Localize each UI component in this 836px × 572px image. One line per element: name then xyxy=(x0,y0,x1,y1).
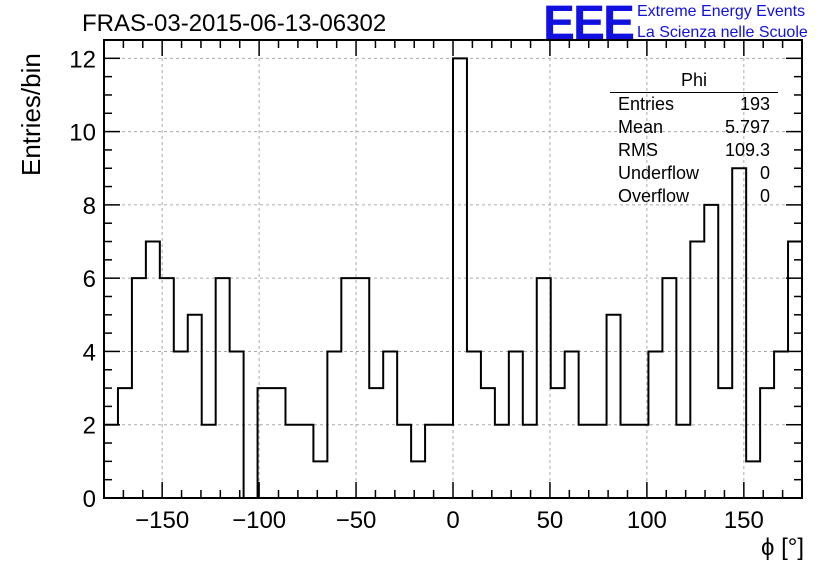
logo-line-1: Extreme Energy Events xyxy=(637,3,806,20)
logo-line-2: La Scienza nelle Scuole xyxy=(637,24,808,41)
chart-title: FRAS-03-2015-06-13-06302 xyxy=(82,10,387,37)
stats-label: RMS xyxy=(618,140,658,160)
stats-row-mean: Mean 5.797 xyxy=(610,116,778,139)
stats-box: Phi Entries 193 Mean 5.797 RMS 109.3 Und… xyxy=(610,70,778,208)
stats-value: 193 xyxy=(739,94,770,114)
x-tick-label: 0 xyxy=(446,507,459,534)
stats-label: Mean xyxy=(618,117,664,137)
y-tick-label: 10 xyxy=(69,120,96,147)
stats-label: Overflow xyxy=(618,186,690,206)
axis-ticks xyxy=(104,39,802,499)
stats-value: 109.3 xyxy=(724,140,770,160)
y-tick-label: 2 xyxy=(83,413,96,440)
stats-title: Phi xyxy=(610,70,778,93)
stats-row-entries: Entries 193 xyxy=(610,93,778,116)
stats-value: 5.797 xyxy=(724,117,770,137)
y-tick-label: 0 xyxy=(83,486,96,513)
y-axis-label: Entries/bin xyxy=(16,53,46,176)
stats-row-overflow: Overflow 0 xyxy=(610,185,778,208)
y-tick-label: 8 xyxy=(83,193,96,220)
x-tick-label: −50 xyxy=(336,507,377,534)
y-tick-label: 6 xyxy=(83,266,96,293)
y-tick-label: 12 xyxy=(69,46,96,73)
stats-row-rms: RMS 109.3 xyxy=(610,139,778,162)
stats-value: 0 xyxy=(759,163,770,183)
stats-row-underflow: Underflow 0 xyxy=(610,162,778,185)
tick-labels: −150 −100 −50 0 50 100 150 0 2 4 6 8 10 12 xyxy=(69,46,764,534)
x-tick-label: 150 xyxy=(724,507,764,534)
stats-value: 0 xyxy=(759,186,770,206)
x-axis-label: ϕ [°] xyxy=(760,534,804,561)
x-tick-label: −150 xyxy=(135,507,189,534)
stats-label: Entries xyxy=(618,94,675,114)
x-tick-label: −100 xyxy=(232,507,286,534)
eee-logo: EEE xyxy=(543,0,635,50)
x-tick-label: 50 xyxy=(537,507,564,534)
histogram-line xyxy=(104,57,802,499)
x-tick-label: 100 xyxy=(627,507,667,534)
stats-label: Underflow xyxy=(618,163,700,183)
y-tick-label: 4 xyxy=(83,339,96,366)
